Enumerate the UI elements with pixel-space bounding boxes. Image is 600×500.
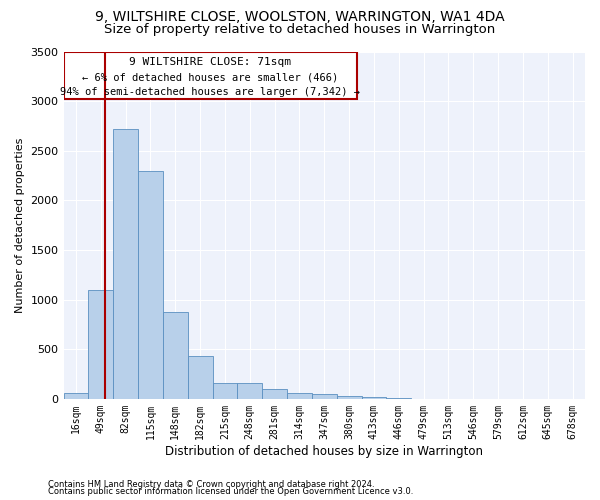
Text: 94% of semi-detached houses are larger (7,342) →: 94% of semi-detached houses are larger (… (60, 87, 360, 97)
X-axis label: Distribution of detached houses by size in Warrington: Distribution of detached houses by size … (165, 444, 483, 458)
Bar (64, 393, 88, 399)
Bar (337, 396, 362, 399)
Text: ← 6% of detached houses are smaller (466): ← 6% of detached houses are smaller (466… (82, 72, 338, 83)
FancyBboxPatch shape (64, 52, 356, 99)
Bar (262, 389, 287, 399)
Bar (238, 383, 262, 399)
Text: 9 WILTSHIRE CLOSE: 71sqm: 9 WILTSHIRE CLOSE: 71sqm (129, 58, 291, 68)
Bar (113, 129, 138, 399)
Bar (188, 356, 212, 399)
Text: Contains public sector information licensed under the Open Government Licence v3: Contains public sector information licen… (48, 487, 413, 496)
Bar (287, 393, 312, 399)
Bar (212, 383, 238, 399)
Bar (163, 312, 188, 399)
Bar (312, 394, 337, 399)
Text: 9, WILTSHIRE CLOSE, WOOLSTON, WARRINGTON, WA1 4DA: 9, WILTSHIRE CLOSE, WOOLSTON, WARRINGTON… (95, 10, 505, 24)
Bar (386, 398, 411, 399)
Bar (362, 398, 386, 399)
Bar (138, 170, 163, 399)
Text: Size of property relative to detached houses in Warrington: Size of property relative to detached ho… (104, 22, 496, 36)
Text: Contains HM Land Registry data © Crown copyright and database right 2024.: Contains HM Land Registry data © Crown c… (48, 480, 374, 489)
Bar (88, 290, 113, 399)
Y-axis label: Number of detached properties: Number of detached properties (15, 138, 25, 313)
